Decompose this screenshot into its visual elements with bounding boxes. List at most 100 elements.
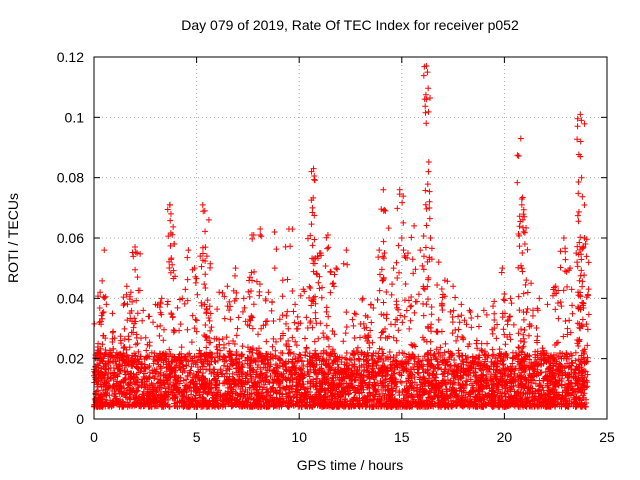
data-point-marker	[116, 370, 123, 377]
data-point-marker	[213, 381, 220, 388]
data-point-marker	[270, 379, 277, 386]
data-point-marker	[293, 376, 300, 383]
data-point-marker	[314, 375, 321, 382]
data-point-marker	[178, 344, 185, 351]
data-point-marker	[283, 341, 290, 348]
data-point-marker	[347, 387, 354, 394]
data-point-marker	[290, 308, 297, 315]
data-point-marker	[404, 250, 411, 257]
data-point-marker	[207, 349, 214, 356]
data-point-marker	[239, 343, 246, 350]
data-point-marker	[276, 316, 283, 323]
data-point-marker	[288, 385, 295, 392]
data-point-marker	[289, 334, 296, 341]
data-point-marker	[202, 284, 209, 291]
data-point-marker	[140, 400, 147, 407]
data-point-marker	[374, 358, 381, 365]
data-point-marker	[239, 362, 246, 369]
data-point-marker	[409, 351, 416, 358]
data-point-marker	[255, 361, 262, 368]
data-point-marker	[419, 262, 426, 269]
data-point-marker	[527, 403, 534, 410]
data-point-marker	[329, 328, 336, 335]
data-point-marker	[176, 403, 183, 410]
data-point-marker	[469, 382, 476, 389]
data-point-marker	[318, 365, 325, 372]
data-point-marker	[177, 321, 184, 328]
data-point-marker	[550, 367, 557, 374]
data-point-marker	[315, 395, 322, 402]
data-point-marker	[127, 289, 134, 296]
data-point-marker	[546, 403, 553, 410]
data-point-marker	[497, 370, 504, 377]
data-point-marker	[319, 284, 326, 291]
data-point-marker	[410, 270, 417, 277]
data-point-marker	[212, 403, 219, 410]
data-point-marker	[270, 335, 277, 342]
data-point-marker	[307, 232, 314, 239]
data-point-marker	[354, 368, 361, 375]
data-point-marker	[97, 371, 104, 378]
data-point-marker	[233, 289, 240, 296]
data-point-marker	[248, 395, 255, 402]
data-point-marker	[251, 401, 258, 408]
data-point-marker	[192, 359, 199, 366]
data-point-marker	[455, 326, 462, 333]
data-point-marker	[258, 378, 265, 385]
data-point-marker	[388, 365, 395, 372]
data-point-marker	[181, 399, 188, 406]
data-point-marker	[334, 397, 341, 404]
data-point-marker	[285, 394, 292, 401]
data-point-marker	[201, 301, 208, 308]
data-point-marker	[282, 366, 289, 373]
data-point-marker	[488, 385, 495, 392]
data-point-marker	[396, 369, 403, 376]
data-point-marker	[166, 346, 173, 353]
data-point-marker	[428, 303, 435, 310]
data-point-marker	[217, 366, 224, 373]
data-point-marker	[139, 360, 146, 367]
data-point-marker	[398, 372, 405, 379]
data-point-marker	[391, 370, 398, 377]
data-point-marker	[199, 363, 206, 370]
data-point-marker	[325, 244, 332, 251]
data-point-marker	[172, 383, 179, 390]
data-point-marker	[116, 365, 123, 372]
data-point-marker	[150, 319, 157, 326]
data-point-marker	[391, 398, 398, 405]
data-point-marker	[426, 198, 433, 205]
data-point-marker	[389, 392, 396, 399]
data-point-marker	[206, 361, 213, 368]
data-point-marker	[459, 380, 466, 387]
data-point-marker	[310, 382, 317, 389]
data-point-marker	[141, 364, 148, 371]
data-point-marker	[269, 343, 276, 350]
data-point-marker	[398, 235, 405, 241]
data-point-marker	[339, 376, 346, 383]
data-point-marker	[256, 288, 263, 295]
data-point-marker	[392, 357, 399, 364]
data-point-marker	[340, 369, 347, 376]
data-point-marker	[250, 232, 257, 239]
data-point-marker	[291, 319, 298, 326]
data-point-marker	[485, 352, 492, 359]
data-point-marker	[137, 353, 144, 360]
data-point-marker	[384, 386, 391, 393]
data-point-marker	[385, 403, 392, 410]
data-point-marker	[472, 356, 479, 363]
data-point-marker	[514, 402, 521, 409]
data-point-marker	[428, 395, 435, 402]
data-point-marker	[408, 302, 415, 309]
data-point-marker	[460, 372, 467, 379]
data-point-marker	[124, 386, 131, 393]
data-point-marker	[308, 197, 315, 204]
data-point-marker	[394, 316, 401, 323]
data-point-marker	[238, 403, 245, 410]
data-point-marker	[123, 291, 130, 298]
data-point-marker	[180, 388, 187, 395]
data-point-marker	[432, 377, 439, 384]
data-point-marker	[349, 369, 356, 376]
data-point-marker	[382, 325, 389, 332]
data-point-marker	[309, 242, 316, 249]
data-point-marker	[511, 393, 518, 400]
